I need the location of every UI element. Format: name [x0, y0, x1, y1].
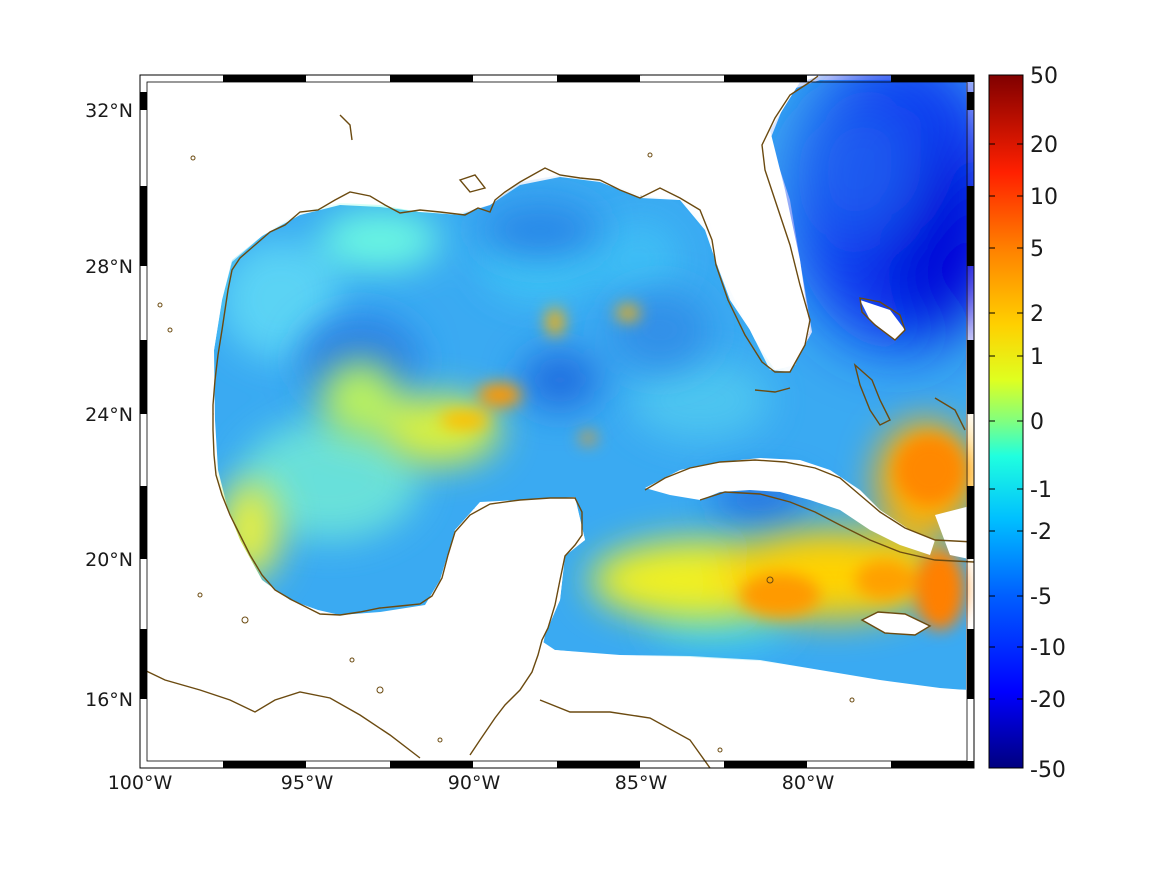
colorbar-label: 50 [1030, 64, 1058, 89]
lat-tick-label: 32°N [85, 100, 133, 122]
lat-tick-labels: 32°N 28°N 24°N 20°N 16°N [85, 100, 133, 711]
lat-tick-label: 28°N [85, 256, 133, 278]
colorbar-label: 2 [1030, 302, 1044, 327]
colorbar-label: 0 [1030, 410, 1044, 435]
lat-tick-label: 24°N [85, 404, 133, 426]
colorbar: 50 20 10 5 2 1 0 -1 -2 -5 -10 -20 -50 [988, 64, 1066, 783]
colorbar-label: -1 [1030, 478, 1052, 503]
colorbar-label: 1 [1030, 345, 1044, 370]
lon-tick-label: 95°W [281, 772, 334, 794]
colorbar-label: -5 [1030, 585, 1052, 610]
islands [157, 152, 855, 753]
lat-tick-label: 16°N [85, 689, 133, 711]
lon-tick-label: 90°W [448, 772, 501, 794]
coastline [140, 75, 974, 768]
data-field [140, 75, 974, 768]
colorbar-label: 5 [1030, 237, 1044, 262]
colorbar-label: -2 [1030, 520, 1052, 545]
land-mask [140, 76, 974, 768]
colorbar-label: -50 [1030, 758, 1066, 783]
lat-tick-label: 20°N [85, 549, 133, 571]
colorbar-label: -10 [1030, 636, 1066, 661]
colorbar-label: 20 [1030, 133, 1058, 158]
lon-tick-label: 100°W [108, 772, 173, 794]
lon-tick-label: 80°W [782, 772, 835, 794]
colorbar-label: -20 [1030, 688, 1066, 713]
colorbar-label: 10 [1030, 185, 1058, 210]
map-frame [139, 74, 975, 769]
lon-tick-label: 85°W [615, 772, 668, 794]
lon-tick-labels: 100°W 95°W 90°W 85°W 80°W [108, 772, 835, 794]
colorbar-ticks [989, 143, 1023, 700]
